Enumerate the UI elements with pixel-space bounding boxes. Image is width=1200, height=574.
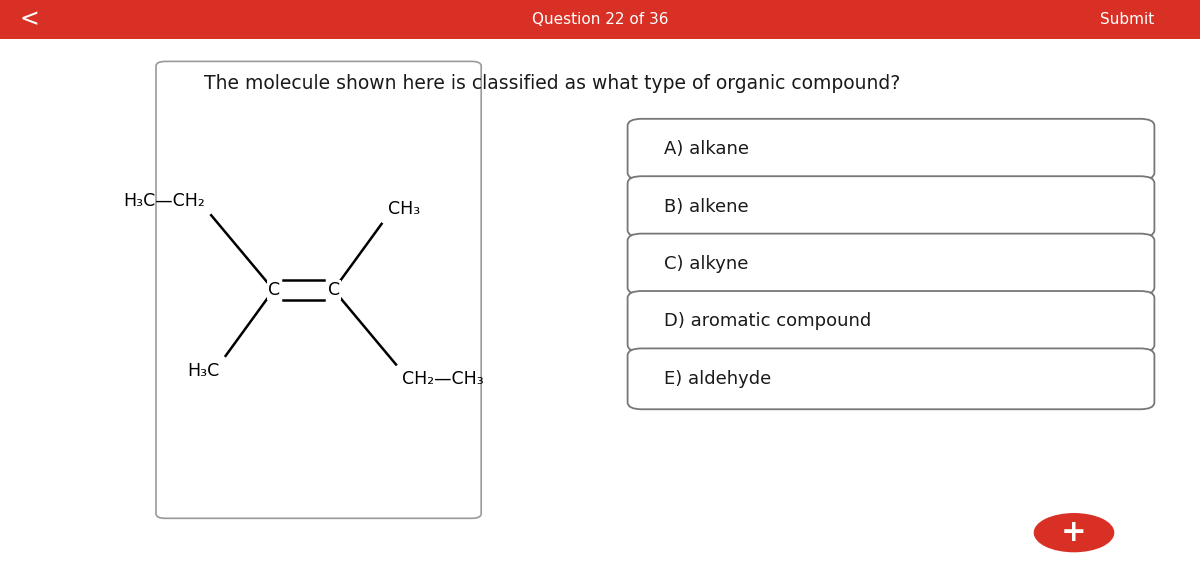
- Text: E) aldehyde: E) aldehyde: [664, 370, 770, 388]
- FancyBboxPatch shape: [628, 291, 1154, 352]
- Bar: [0, 0, 1200, 39]
- FancyBboxPatch shape: [156, 61, 481, 518]
- Text: +: +: [1061, 518, 1087, 547]
- Text: H₃C: H₃C: [187, 362, 220, 379]
- Text: CH₂—CH₃: CH₂—CH₃: [402, 370, 484, 388]
- Text: B) alkene: B) alkene: [664, 197, 749, 216]
- Circle shape: [1034, 514, 1114, 552]
- FancyBboxPatch shape: [628, 348, 1154, 409]
- Text: The molecule shown here is classified as what type of organic compound?: The molecule shown here is classified as…: [204, 73, 900, 93]
- Text: A) alkane: A) alkane: [664, 140, 749, 158]
- Text: CH₃: CH₃: [388, 200, 420, 218]
- Text: C) alkyne: C) alkyne: [664, 255, 748, 273]
- Text: C: C: [328, 281, 340, 299]
- Text: D) aromatic compound: D) aromatic compound: [664, 312, 871, 331]
- Text: Submit: Submit: [1100, 12, 1154, 27]
- Text: Question 22 of 36: Question 22 of 36: [532, 12, 668, 27]
- FancyBboxPatch shape: [628, 119, 1154, 180]
- FancyBboxPatch shape: [628, 234, 1154, 294]
- Text: C: C: [268, 281, 280, 299]
- Text: <: <: [19, 7, 40, 32]
- FancyBboxPatch shape: [628, 176, 1154, 237]
- Text: H₃C—CH₂: H₃C—CH₂: [124, 192, 205, 210]
